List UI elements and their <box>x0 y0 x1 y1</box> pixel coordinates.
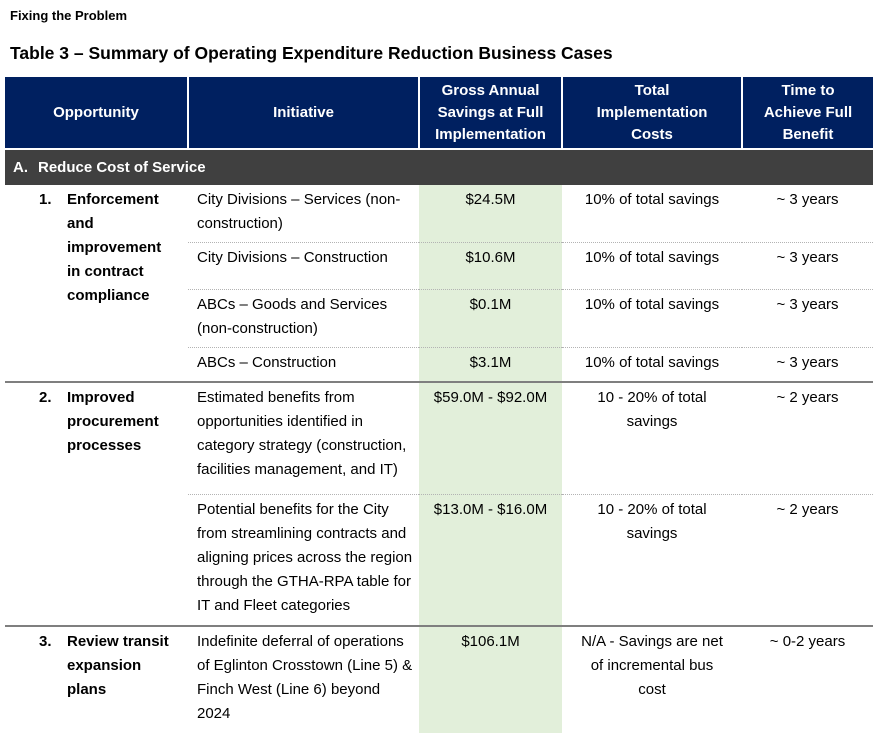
column-header-savings: Gross Annual Savings at Full Implementat… <box>419 77 563 150</box>
savings-cell: $13.0M - $16.0M <box>419 493 562 626</box>
table-row: City Divisions – Construction $10.6M 10% o… <box>5 242 873 290</box>
costs-cell: N/A - Savings are net of incremental bus… <box>562 625 742 733</box>
page-title: Table 3 – Summary of Operating Expenditu… <box>10 43 613 63</box>
savings-cell: $106.1M <box>419 625 562 733</box>
table-row: Potential benefits for the City from str… <box>5 493 873 626</box>
table-row: 2. Improved procurement processes Estimate… <box>5 381 873 626</box>
opportunity-number: 2. <box>39 389 52 406</box>
section-label: A. Reduce Cost of Service <box>5 149 873 185</box>
opportunity-cell: 2. Improved procurement processes <box>5 381 188 626</box>
costs-cell: 10% of total savings <box>562 242 742 290</box>
initiative-cell: ABCs – Construction <box>188 347 419 382</box>
costs-cell: 10% of total savings <box>562 347 742 382</box>
savings-cell: $10.6M <box>419 242 562 290</box>
savings-cell: $3.1M <box>419 347 562 382</box>
initiative-cell: City Divisions – Construction <box>188 242 419 290</box>
costs-cell: 10 - 20% of total savings <box>562 381 742 494</box>
opportunity-cell: 3. Review transit expansion plans <box>5 625 188 733</box>
section-letter: A. <box>13 158 28 176</box>
table-row: ABCs – Construction $3.1M 10% of total sav… <box>5 347 873 382</box>
table-row: 3. Review transit expansion plans Indefini… <box>5 625 873 733</box>
table-header-row: Opportunity Initiative Gross Annual Savi… <box>5 77 873 150</box>
costs-cell: 10% of total savings <box>562 185 742 243</box>
savings-cell: $59.0M - $92.0M <box>419 381 562 494</box>
time-cell: ~ 2 years <box>742 381 873 494</box>
savings-cell: $24.5M <box>419 185 562 243</box>
savings-cell: $0.1M <box>419 289 562 348</box>
time-cell: ~ 3 years <box>742 242 873 290</box>
opportunity-label: Enforcement and improvement in contract … <box>67 191 162 304</box>
costs-cell: 10 - 20% of total savings <box>562 493 742 626</box>
opportunity-number: 1. <box>39 191 52 208</box>
time-cell: ~ 3 years <box>742 289 873 348</box>
time-cell: ~ 2 years <box>742 493 873 626</box>
initiative-cell: Indefinite deferral of operations of Egl… <box>188 625 419 733</box>
initiative-cell: Estimated benefits from opportunities id… <box>188 381 419 494</box>
initiative-cell: Potential benefits for the City from str… <box>188 493 419 626</box>
summary-table: Opportunity Initiative Gross Annual Savi… <box>5 77 873 733</box>
opportunity-label: Review transit expansion plans <box>67 633 169 698</box>
opportunity-cell: 1. Enforcement and improvement in contrac… <box>5 185 188 382</box>
initiative-cell: ABCs – Goods and Services (non-construct… <box>188 289 419 348</box>
column-header-opportunity: Opportunity <box>5 77 189 150</box>
column-header-time: Time to Achieve Full Benefit <box>742 77 873 150</box>
page-header: Fixing the Problem <box>10 8 128 23</box>
column-header-initiative: Initiative <box>188 77 420 150</box>
time-cell: ~ 3 years <box>742 185 873 243</box>
time-cell: ~ 3 years <box>742 347 873 382</box>
table-body: 1. Enforcement and improvement in contrac… <box>5 185 873 733</box>
opportunity-number: 3. <box>39 633 52 650</box>
section-title: Reduce Cost of Service <box>38 158 206 176</box>
opportunity-label: Improved procurement processes <box>67 389 159 454</box>
costs-cell: 10% of total savings <box>562 289 742 348</box>
table-row: ABCs – Goods and Services (non-construct… <box>5 289 873 348</box>
column-header-costs: Total Implementation Costs <box>562 77 743 150</box>
section-row: A. Reduce Cost of Service <box>5 149 873 185</box>
table-row: 1. Enforcement and improvement in contrac… <box>5 185 873 382</box>
initiative-cell: City Divisions – Services (non-construct… <box>188 185 419 243</box>
time-cell: ~ 0-2 years <box>742 625 873 733</box>
